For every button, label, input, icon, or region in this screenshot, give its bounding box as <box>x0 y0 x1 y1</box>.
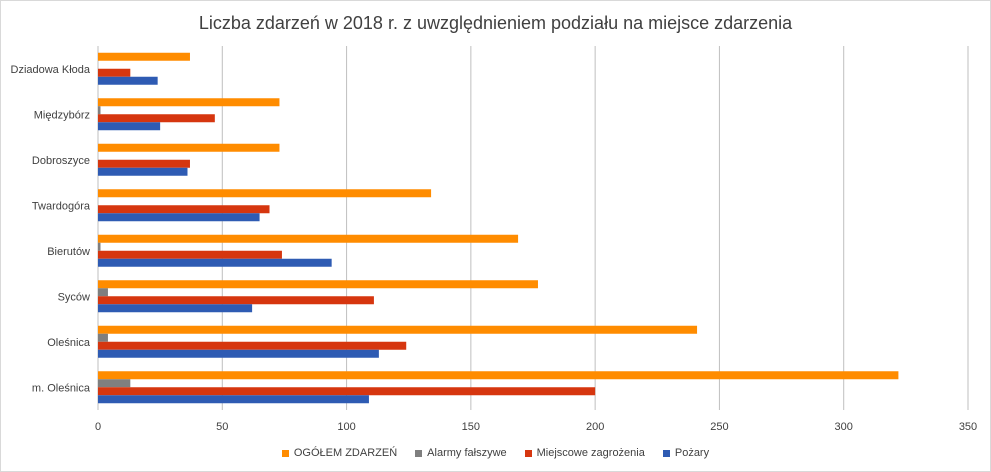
category-label: Syców <box>58 291 90 303</box>
legend-swatch <box>524 449 532 457</box>
chart-title: Liczba zdarzeń w 2018 r. z uwzględnienie… <box>198 13 793 33</box>
bar <box>98 159 190 168</box>
x-tick-label: 0 <box>95 421 101 433</box>
bar <box>98 304 253 313</box>
bar <box>98 379 131 388</box>
bar <box>98 234 519 243</box>
legend-label: Pożary <box>674 447 710 459</box>
category-label: Oleśnica <box>47 337 91 349</box>
legend-swatch <box>415 449 423 457</box>
bar <box>98 114 215 123</box>
legend-label: Miejscowe zagrożenia <box>536 447 645 459</box>
bar <box>98 333 108 342</box>
legend-item: Alarmy fałszywe <box>415 447 507 459</box>
x-tick-label: 350 <box>959 421 977 433</box>
bar <box>98 258 332 267</box>
bar <box>98 205 270 214</box>
category-label: m. Oleśnica <box>32 382 91 394</box>
bar <box>98 296 374 305</box>
bar <box>98 280 538 289</box>
bar <box>98 242 101 251</box>
bar <box>98 349 379 358</box>
bar <box>98 52 190 61</box>
bar <box>98 143 280 152</box>
x-tick-label: 100 <box>337 421 355 433</box>
category-label: Dziadowa Kłoda <box>11 64 91 76</box>
bar <box>98 68 131 77</box>
category-label: Dobroszyce <box>32 155 90 167</box>
category-label: Międzybórz <box>34 109 90 121</box>
bar <box>98 106 101 115</box>
x-tick-label: 250 <box>710 421 728 433</box>
x-tick-label: 200 <box>586 421 604 433</box>
bar <box>98 288 108 297</box>
bar <box>98 167 188 176</box>
legend-swatch <box>281 449 289 457</box>
bar <box>98 325 698 334</box>
legend-item: Miejscowe zagrożenia <box>524 447 645 459</box>
category-label: Twardogóra <box>32 200 91 212</box>
bar <box>98 122 161 131</box>
legend: OGÓŁEM ZDARZEŃ Alarmy fałszywe Miejscowe z… <box>1 447 990 459</box>
bar <box>98 341 407 350</box>
x-tick-label: 150 <box>462 421 480 433</box>
bar <box>98 76 158 85</box>
legend-label: OGÓŁEM ZDARZEŃ <box>293 447 398 459</box>
legend-item: OGÓŁEM ZDARZEŃ <box>281 447 398 459</box>
bar <box>98 250 282 259</box>
bar <box>98 213 260 222</box>
category-label: Bierutów <box>47 246 90 258</box>
x-tick-label: 50 <box>216 421 228 433</box>
bar <box>98 98 280 107</box>
legend-label: Alarmy fałszywe <box>427 447 507 459</box>
bar <box>98 189 432 198</box>
bar <box>98 371 899 380</box>
legend-swatch <box>662 449 670 457</box>
bar <box>98 395 369 404</box>
x-tick-label: 300 <box>835 421 853 433</box>
bar <box>98 387 596 396</box>
legend-item: Pożary <box>662 447 710 459</box>
